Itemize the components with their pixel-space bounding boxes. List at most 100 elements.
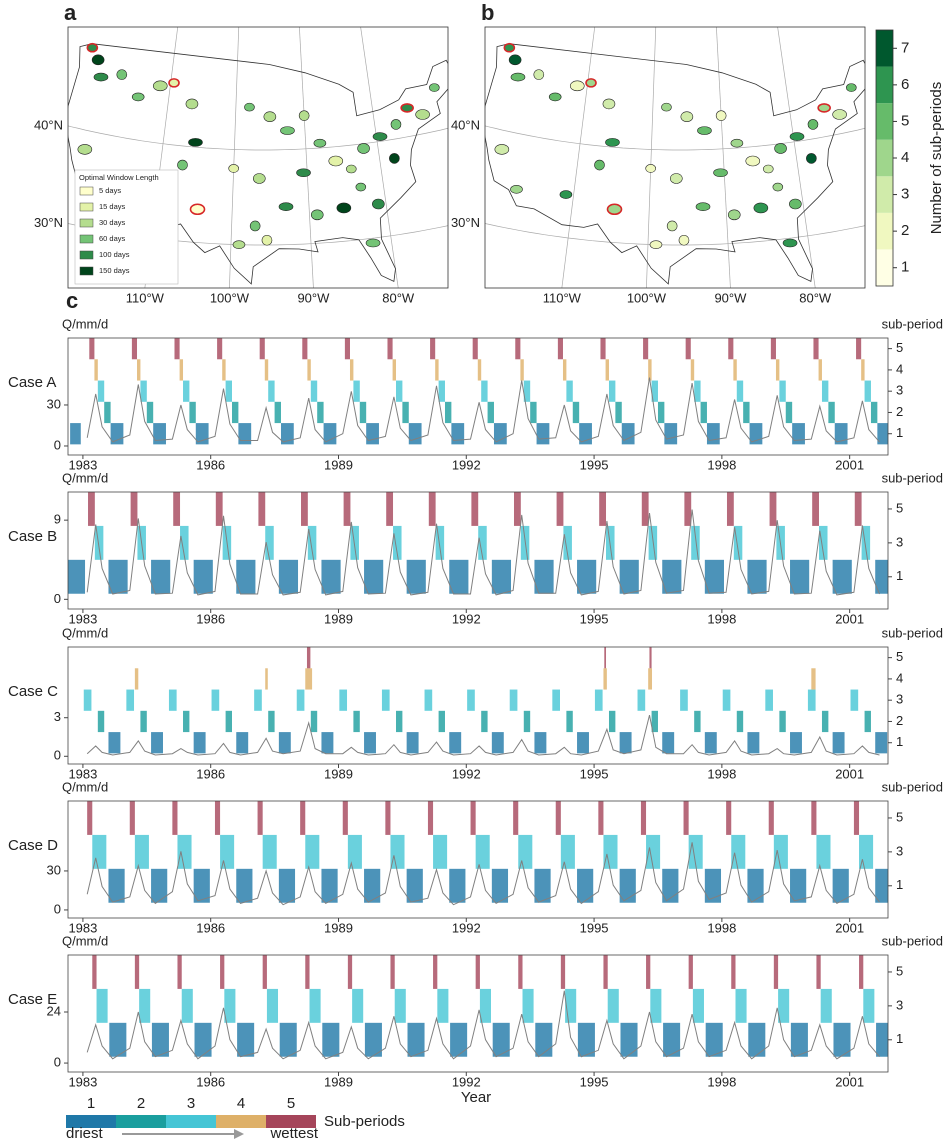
colorbar-band: [876, 176, 893, 213]
sub-period-block: [131, 338, 138, 360]
lon-tick-label: 90°W: [297, 290, 330, 305]
catchment: [548, 92, 562, 102]
discharge-line: [86, 990, 880, 1060]
sub-period-block: [193, 732, 206, 754]
panel-label: b: [481, 0, 494, 25]
sub-period-block: [747, 732, 760, 754]
x-tick-label: 1998: [707, 766, 736, 781]
sub-period-block: [177, 834, 192, 869]
sub-period-block: [861, 525, 871, 560]
catchment: [715, 110, 727, 121]
catchment: [832, 109, 847, 120]
sub-period-block: [179, 359, 184, 381]
sub-period-block: [651, 710, 658, 733]
sub-period-block: [619, 732, 632, 754]
sub-period-block: [651, 380, 658, 402]
sub-period-block: [731, 834, 746, 869]
sub-period-block: [875, 732, 888, 754]
sub-period-block: [807, 689, 816, 711]
sub-period-block: [172, 801, 178, 835]
sub-period-block: [493, 423, 507, 445]
sub-period-block: [467, 689, 475, 711]
sub-period-block: [347, 834, 362, 869]
case-plot: [70, 338, 888, 445]
sub-period-block: [472, 338, 478, 360]
colorbar-tick-label: 5: [901, 112, 909, 129]
colorbar-band: [876, 103, 893, 140]
catchment: [415, 109, 430, 120]
sub-period-block: [700, 401, 707, 424]
sub-period-block: [444, 401, 452, 424]
catchment: [355, 182, 367, 192]
sub-period-block: [565, 988, 577, 1023]
sub-period-block: [343, 492, 351, 526]
catchment: [817, 103, 831, 113]
sub-period-block: [608, 710, 616, 733]
sub-period-block: [603, 955, 608, 989]
sub-period-block: [317, 401, 324, 424]
catchment: [774, 143, 787, 154]
graticule-line: [68, 125, 448, 151]
sub-period-block: [621, 423, 635, 445]
sub-period-block: [278, 868, 296, 903]
sub-period-block: [344, 338, 350, 360]
sub-period-block: [694, 380, 701, 402]
discharge-line: [86, 509, 880, 596]
x-tick-label: 2001: [835, 457, 864, 472]
sub-period-block: [790, 559, 810, 594]
y-tick-label: 0: [54, 1055, 61, 1070]
catchment: [666, 220, 678, 232]
sub-period-block: [520, 359, 524, 381]
sub-period-block: [779, 380, 786, 402]
sub-period-block: [664, 423, 678, 445]
catchment: [249, 220, 261, 232]
legend-swatch: [79, 186, 94, 196]
sub-period-block: [608, 380, 616, 402]
y2-tick-label: 3: [896, 997, 903, 1012]
x-tick-label: 1983: [68, 611, 97, 626]
catchment: [806, 153, 817, 164]
sub-period-block: [736, 710, 744, 733]
catchment: [510, 185, 523, 194]
sub-period-block: [556, 492, 564, 526]
legend-swatch: [79, 218, 94, 228]
legend-swatch: [216, 1115, 266, 1128]
discharge-line: [86, 377, 880, 443]
panel-label: c: [66, 288, 78, 313]
sub-period-block: [523, 710, 531, 733]
sub-period-block: [657, 401, 665, 424]
sub-period-block: [773, 834, 788, 869]
sub-period-block: [225, 380, 232, 402]
catchment: [782, 238, 798, 248]
sub-period-block: [386, 492, 394, 526]
y-tick-label: 30: [47, 862, 61, 877]
sub-period-block: [637, 689, 646, 711]
sub-period-block: [775, 359, 780, 381]
sub-period-block: [428, 492, 436, 526]
colorbar-label: Number of sub-periods: [928, 82, 945, 235]
plot-frame: [67, 491, 889, 610]
catchment: [131, 92, 145, 102]
sub-period-block: [471, 492, 479, 526]
y2-tick-label: 1: [896, 1031, 903, 1046]
x-tick-label: 1992: [452, 611, 481, 626]
graticule-line: [777, 27, 816, 288]
sub-period-block: [560, 955, 566, 989]
sub-period-block: [217, 338, 223, 360]
sub-period-block: [870, 401, 878, 424]
discharge-line: [86, 842, 880, 906]
y-tick-label: 0: [54, 901, 61, 916]
catchment: [763, 164, 774, 174]
sub-period-block: [856, 338, 862, 360]
sub-period-block: [151, 1022, 169, 1057]
sub-period-block: [68, 559, 86, 594]
colorbar-tick-label: 6: [901, 76, 909, 93]
x-tick-label: 1986: [196, 611, 225, 626]
sub-period-block: [406, 732, 419, 754]
sub-period-block: [268, 710, 275, 733]
sub-period-block: [393, 525, 402, 560]
x-tick-label: 1998: [707, 1074, 736, 1089]
sub-period-block: [174, 338, 180, 360]
sub-period-block: [770, 338, 776, 360]
sub-period-block: [307, 525, 317, 560]
